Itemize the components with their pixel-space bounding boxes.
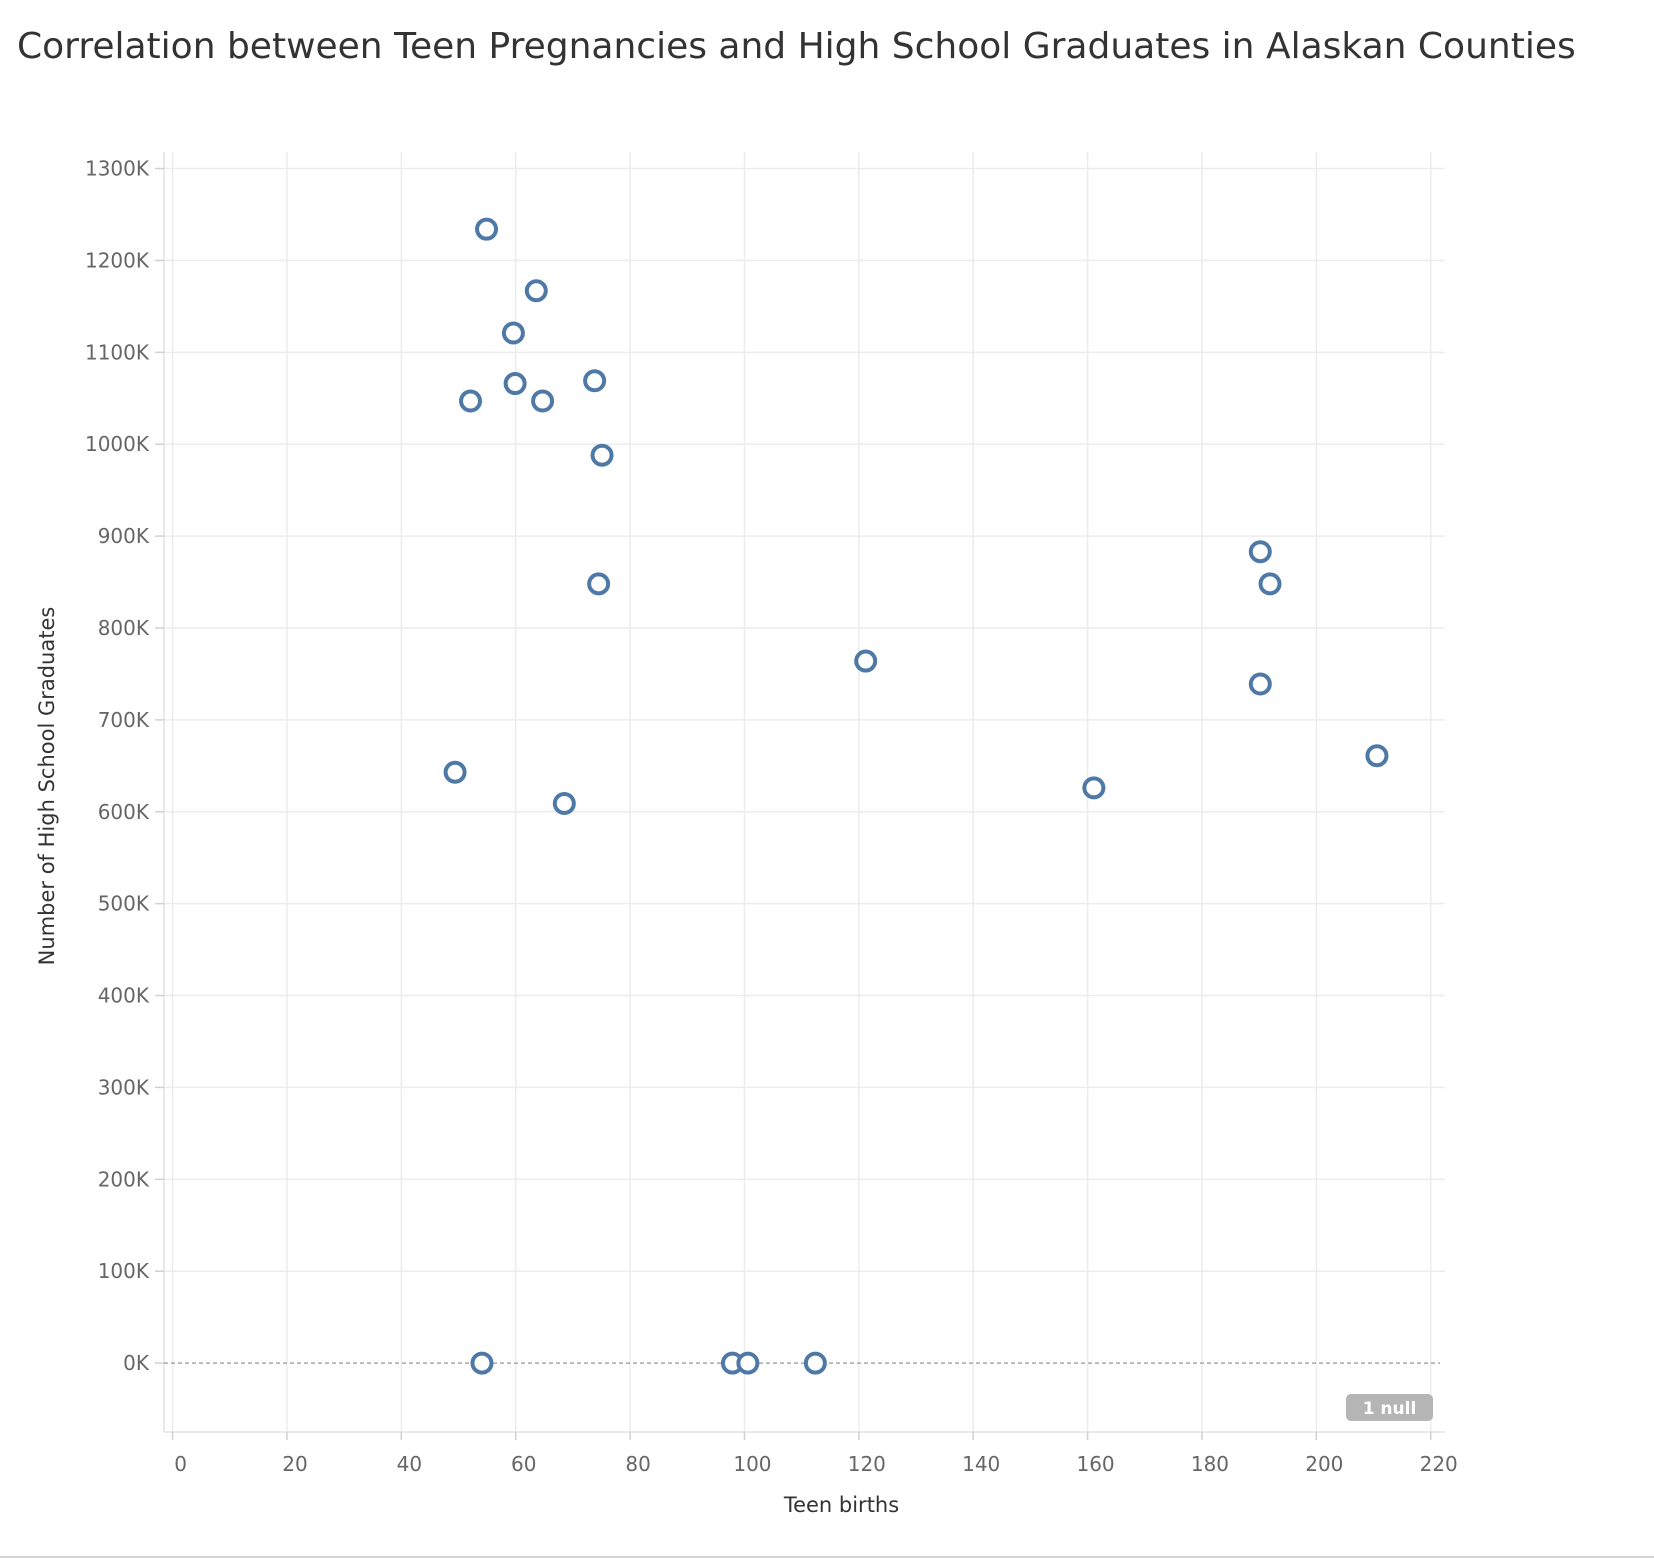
data-point[interactable] — [583, 369, 607, 393]
y-tick-label: 1000K — [85, 432, 150, 456]
y-tick-label: 800K — [98, 616, 150, 640]
null-badge[interactable] — [1346, 1394, 1433, 1421]
y-tick-label: 1300K — [85, 157, 150, 181]
data-point[interactable] — [1082, 776, 1106, 800]
data-point[interactable] — [524, 279, 548, 303]
data-point[interactable] — [1248, 540, 1272, 564]
x-axis: 0 20 40 60 80 100 120 140 160 180 200 220 — [171, 1432, 1458, 1476]
y-tick-label: 200K — [98, 1167, 150, 1191]
y-tick-label: 400K — [98, 984, 150, 1008]
y-tick-label: 100K — [98, 1259, 150, 1283]
chart-title: Correlation between Teen Pregnancies and… — [17, 26, 1576, 67]
y-tick-label: 1100K — [85, 340, 150, 364]
null-badge-label: 1 null — [1363, 1399, 1417, 1419]
y-tick-label: 500K — [98, 892, 150, 916]
y-tick-label: 1200K — [85, 248, 150, 272]
null-indicator[interactable]: 1 null — [1346, 1394, 1433, 1421]
y-axis: 0K 100K 200K 300K 400K 500K 600K 700K 800K 900K 10… — [85, 157, 164, 1375]
data-point[interactable] — [459, 389, 483, 413]
y-tick-label: 700K — [98, 708, 150, 732]
x-tick-label: 160 — [1076, 1452, 1114, 1476]
y-tick-label: 300K — [98, 1075, 150, 1099]
data-point[interactable] — [803, 1351, 827, 1375]
x-tick-label: 20 — [282, 1452, 307, 1476]
data-point[interactable] — [1365, 744, 1389, 768]
data-point[interactable] — [1258, 572, 1282, 596]
axis-titles: Teen births Number of High School Graduat… — [35, 607, 899, 1517]
y-tick-label: 600K — [98, 800, 150, 824]
x-tick-label: 200 — [1305, 1452, 1343, 1476]
data-point[interactable] — [501, 321, 525, 345]
x-axis-title: Teen births — [783, 1493, 899, 1517]
data-point[interactable] — [475, 217, 499, 241]
data-point[interactable] — [531, 389, 555, 413]
data-point[interactable] — [736, 1351, 760, 1375]
data-point[interactable] — [590, 443, 614, 467]
x-tick-label: 80 — [625, 1452, 650, 1476]
x-tick-label: 60 — [511, 1452, 536, 1476]
x-tick-label: 100 — [733, 1452, 771, 1476]
grid — [163, 152, 1445, 1433]
bottom-divider — [0, 1556, 1654, 1558]
data-points — [443, 217, 1389, 1375]
x-tick-label: 180 — [1191, 1452, 1229, 1476]
y-axis-title: Number of High School Graduates — [35, 607, 59, 966]
data-point[interactable] — [587, 572, 611, 596]
y-tick-label: 900K — [98, 524, 150, 548]
y-tick-label: 0K — [123, 1351, 150, 1375]
x-tick-label: 120 — [848, 1452, 886, 1476]
data-point[interactable] — [552, 791, 576, 815]
x-tick-label: 220 — [1420, 1452, 1458, 1476]
data-point[interactable] — [1248, 672, 1272, 696]
x-tick-label: 140 — [962, 1452, 1000, 1476]
data-point[interactable] — [443, 760, 467, 784]
data-point[interactable] — [503, 372, 527, 396]
x-tick-label: 0 — [174, 1452, 187, 1476]
data-point[interactable] — [854, 649, 878, 673]
data-point[interactable] — [470, 1351, 494, 1375]
x-tick-label: 40 — [397, 1452, 422, 1476]
